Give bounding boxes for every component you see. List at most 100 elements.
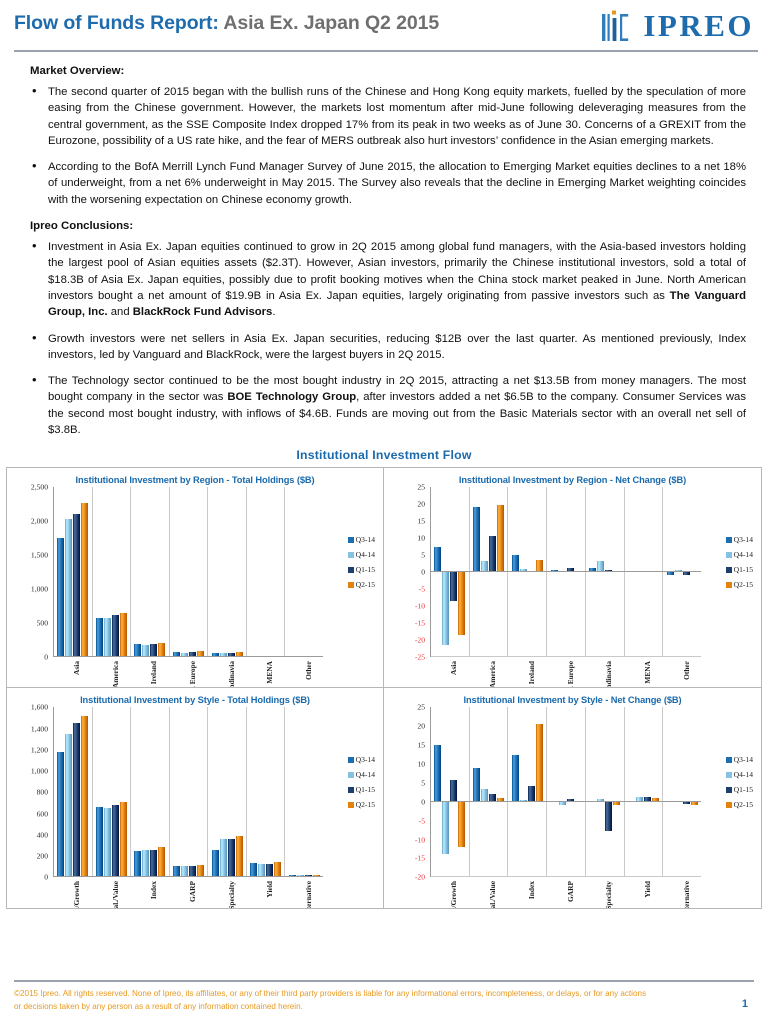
chart-bar <box>65 487 73 658</box>
legend-swatch-icon <box>347 756 354 763</box>
y-axis: -25 -20 -15 -10 -5 0 5 10 15 20 25 <box>388 483 428 662</box>
y-axis-tick: 600 <box>36 809 48 819</box>
legend-item[interactable]: Q4-14 <box>347 550 375 559</box>
chart-bar <box>134 707 142 878</box>
chart-category-group <box>508 487 548 658</box>
x-axis-tick-label: Yield <box>642 881 652 898</box>
chart-style-net-change: Institutional Investment by Style - Net … <box>384 688 761 908</box>
chart-bar <box>181 707 189 878</box>
chart-bar <box>211 707 219 878</box>
chart-bar <box>666 707 674 877</box>
legend-item[interactable]: Q4-14 <box>725 550 753 559</box>
legend-item[interactable]: Q2-15 <box>347 800 375 809</box>
chart-bar <box>173 707 181 878</box>
y-axis-tick: 1,400 <box>30 724 48 734</box>
chart-bar <box>434 707 442 877</box>
chart-bar <box>481 707 489 877</box>
legend-item[interactable]: Q3-14 <box>347 535 375 544</box>
y-axis-tick: 1,000 <box>30 584 48 594</box>
chart-bar <box>134 487 142 658</box>
chart-bar <box>682 487 690 657</box>
chart-category-group <box>431 487 470 658</box>
chart-bar <box>219 707 227 878</box>
page-title-sub: Asia Ex. Japan Q2 2015 <box>218 12 440 34</box>
x-axis-tick-label: W. Europe <box>188 661 198 689</box>
y-axis: -20 -15 -10 -5 0 5 10 15 20 25 <box>388 703 428 882</box>
chart-category-group <box>131 487 170 658</box>
chart-title: Institutional Investment by Style - Net … <box>463 695 682 706</box>
chart-bar <box>219 487 227 658</box>
legend-swatch-icon <box>725 536 732 543</box>
legend-swatch-icon <box>347 551 354 558</box>
chart-region-total-holdings: Institutional Investment by Region - Tot… <box>7 468 384 689</box>
chart-bar <box>643 707 651 877</box>
legend-item[interactable]: Q4-14 <box>725 770 753 780</box>
chart-category-group <box>131 707 170 878</box>
chart-bar <box>666 487 674 657</box>
legend-item[interactable]: Q1-15 <box>347 565 375 575</box>
y-axis-tick: 1,500 <box>30 550 48 560</box>
report-body: Market Overview: The second quarter of 2… <box>0 52 768 438</box>
legend-label: Q3-14 <box>355 755 375 765</box>
chart-category-group <box>54 707 93 878</box>
chart-bar <box>150 707 158 878</box>
chart-bars-area <box>430 707 701 878</box>
chart-bar <box>550 707 558 877</box>
legend-item[interactable]: Q3-14 <box>725 535 753 545</box>
legend-item[interactable]: Q2-15 <box>347 580 375 589</box>
legend-item[interactable]: Q1-15 <box>347 785 375 794</box>
x-axis-labels: Agg Gr./Growth Deep Val./Value Index GARP Sp… <box>53 877 323 908</box>
x-axis-tick-label: Specialty <box>226 881 236 909</box>
chart-bar <box>158 707 166 878</box>
chart-bar <box>235 487 243 658</box>
footer-page-number: 1 <box>741 998 748 1010</box>
footer-disclaimer: ©2015 Ipreo. All rights reserved. None o… <box>14 989 647 1011</box>
header-divider <box>14 50 758 52</box>
y-axis-tick: 25 <box>417 702 425 712</box>
chart-bar <box>181 487 189 658</box>
ipreo-logo-mark-icon <box>601 8 635 44</box>
chart-baseline <box>431 571 701 573</box>
legend-item[interactable]: Q3-14 <box>725 755 753 764</box>
legend-item[interactable]: Q1-15 <box>725 565 753 574</box>
ipreo-conclusion-bullet: Investment in Asia Ex. Japan equities co… <box>26 238 754 320</box>
chart-bar <box>235 707 243 878</box>
legend-label: Q2-15 <box>733 580 753 590</box>
chart-bar <box>150 487 158 658</box>
legend-label: Q4-14 <box>355 770 375 780</box>
x-axis-tick-label: Other <box>303 661 313 681</box>
chart-bar <box>613 707 621 877</box>
y-axis-tick: 5 <box>421 550 425 560</box>
legend-item[interactable]: Q2-15 <box>725 800 753 809</box>
chart-bar <box>111 707 119 878</box>
y-axis-tick: -20 <box>414 872 425 882</box>
legend-item[interactable]: Q3-14 <box>347 755 375 765</box>
x-axis-tick-label: N. America <box>110 661 120 689</box>
legend-swatch-icon <box>725 566 732 573</box>
x-axis-tick-label: Index <box>526 881 536 900</box>
legend-item[interactable]: Q4-14 <box>347 770 375 780</box>
legend-item[interactable]: Q2-15 <box>725 580 753 590</box>
chart-bar <box>81 487 89 658</box>
x-axis-labels: Asia N. America UK & Ireland W. Europe Scand… <box>430 657 701 687</box>
legend-label: Q3-14 <box>733 535 753 545</box>
chart-plot-area: -25 -20 -15 -10 -5 0 5 10 15 20 25 Asia N. America UK… <box>388 483 757 688</box>
chart-category-group <box>285 707 323 878</box>
chart-bar <box>103 487 111 658</box>
market-overview-list: The second quarter of 2015 began with th… <box>26 83 754 208</box>
chart-bar <box>274 487 282 658</box>
legend-item[interactable]: Q1-15 <box>725 785 753 794</box>
legend-label: Q4-14 <box>733 770 753 780</box>
legend-label: Q1-15 <box>355 565 375 575</box>
chart-bar <box>589 707 597 877</box>
chart-plot-area: 0 500 1,000 1,500 2,000 2,500 Asia N. America UK… <box>11 483 379 688</box>
chart-category-group <box>470 707 509 878</box>
y-axis: 0 200 400 600 800 1,000 1,200 1,400 1,600 <box>11 703 51 882</box>
legend-swatch-icon <box>347 566 354 573</box>
chart-bar <box>527 707 535 877</box>
chart-bar <box>558 487 566 657</box>
ipreo-conclusions-heading: Ipreo Conclusions: <box>30 220 134 233</box>
chart-bar <box>489 707 497 877</box>
chart-bar <box>558 707 566 877</box>
chart-category-group <box>663 487 701 657</box>
